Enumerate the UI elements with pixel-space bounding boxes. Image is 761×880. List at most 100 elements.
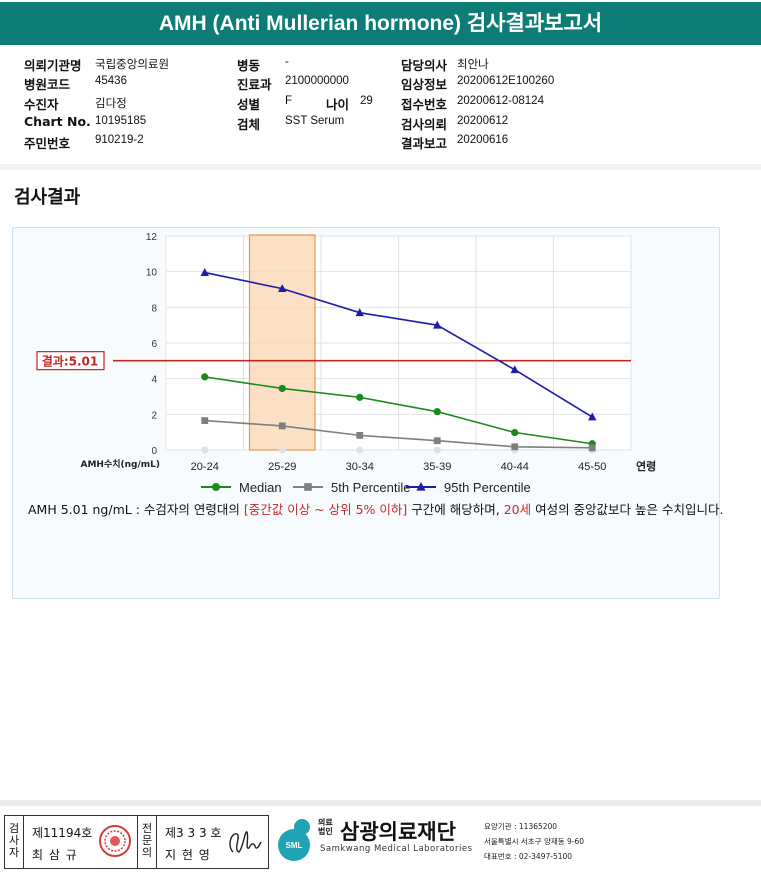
- info-value: SST Serum: [285, 115, 345, 127]
- info-label: 검사의뢰: [401, 117, 448, 132]
- info-label: 진료과: [237, 77, 272, 92]
- data-point: [356, 393, 364, 401]
- info-value: 20200612-08124: [457, 95, 544, 107]
- data-point: [511, 443, 519, 451]
- result-label: 결과:5.01: [42, 354, 99, 369]
- legend-label: 5th Percentile: [331, 480, 411, 495]
- x-tick-label: 25-29: [268, 461, 296, 473]
- info-label: Chart No.: [24, 114, 91, 129]
- org-name-en: Samkwang Medical Laboratories: [320, 844, 473, 854]
- y-tick-label: 10: [146, 268, 158, 279]
- x-tick-label: 35-39: [423, 461, 451, 473]
- result-panel: 0 2 4 6 8 10 12 20-24 25-29 30-34 35-39 40-44 45-50 연…: [12, 227, 720, 599]
- info-value: 910219-2: [95, 134, 144, 146]
- data-point: [355, 308, 364, 317]
- info-value: -: [285, 56, 289, 68]
- y-tick-label: 4: [151, 375, 157, 386]
- patient-info-panel: 의뢰기관명 국립중앙의료원 병원코드 45436 수진자 김다정 Chart No. 1019…: [0, 46, 761, 165]
- info-value: 20200616: [457, 134, 509, 146]
- y-tick-label: 6: [151, 339, 157, 350]
- report-title: AMH (Anti Mullerian hormone) 검사결과보고서: [0, 2, 761, 45]
- result-label-box: [36, 351, 105, 371]
- org-name: 삼광의료재단: [340, 820, 456, 844]
- data-point: [356, 431, 364, 439]
- info-label: 검체: [237, 117, 261, 132]
- data-point: [510, 365, 519, 374]
- x-axis-dot: [433, 446, 441, 454]
- specialist-license: 제3 3 3 호: [165, 826, 222, 840]
- data-point: [201, 373, 209, 381]
- specialist-cell: 제3 3 3 호 지 현 영: [157, 816, 267, 868]
- desc-part2: 구간에 해당하며,: [407, 502, 504, 517]
- x-tick-label: 40-44: [501, 461, 529, 473]
- examiner-license: 제11194호: [32, 826, 93, 840]
- data-point: [433, 437, 441, 445]
- seal-stamp-icon: [99, 825, 131, 857]
- info-value: 20200612: [457, 115, 509, 127]
- info-value: 최안나: [457, 59, 489, 71]
- section-title: 검사결과: [14, 187, 81, 208]
- divider: [0, 164, 761, 170]
- series-line: [204, 419, 593, 449]
- sml-logo-text: SML: [286, 841, 303, 850]
- data-point: [433, 408, 441, 416]
- x-tick-label: 20-24: [191, 461, 219, 473]
- info-label: 결과보고: [401, 136, 448, 151]
- legend-label: 95th Percentile: [444, 480, 531, 495]
- data-point: [278, 422, 286, 430]
- y-tick-label: 0: [151, 446, 157, 457]
- y-tick-label: 2: [151, 410, 157, 421]
- x-axis-suffix: 연령: [636, 459, 656, 473]
- info-value: F: [285, 95, 293, 107]
- info-value: 20200612E100260: [457, 75, 555, 87]
- data-point: [433, 320, 442, 329]
- y-tick-label: 8: [151, 303, 157, 314]
- info-value: 10195185: [95, 115, 147, 127]
- amh-chart: 0 2 4 6 8 10 12 20-24 25-29 30-34 35-39 40-44 45-50 연…: [36, 232, 656, 495]
- data-point: [588, 444, 596, 452]
- specialist-name: 지 현 영: [165, 848, 211, 862]
- org-tag: 의료 법인: [318, 818, 333, 836]
- data-point: [588, 412, 597, 421]
- data-point: [201, 417, 209, 424]
- sml-logo-icon: SML: [278, 819, 310, 861]
- info-label: 병동: [237, 58, 261, 73]
- info-label: 담당의사: [401, 58, 448, 73]
- x-axis-dot: [278, 446, 286, 454]
- data-point: [511, 428, 519, 437]
- info-label: 성별: [237, 97, 261, 112]
- data-point: [278, 384, 286, 393]
- x-tick-label: 45-50: [578, 461, 606, 473]
- desc-part1: AMH 5.01 ng/mL : 수검자의 연령대의: [28, 502, 244, 517]
- examiner-cell: 제11194호 최 삼 규: [24, 816, 138, 868]
- info-label: 의뢰기관명: [24, 58, 82, 73]
- org-contact: 요양기관 : 11365200 서울특별시 서초구 양재동 9-60 대표번호 …: [484, 822, 585, 861]
- signature-icon: [229, 831, 262, 853]
- x-axis-dot: [201, 446, 209, 454]
- desc-part3: 여성의 중앙값보다 높은 수치입니다.: [531, 502, 724, 517]
- info-label: 접수번호: [401, 97, 448, 112]
- info-value: 29: [360, 95, 373, 107]
- info-label: 병원코드: [24, 77, 71, 92]
- info-label: 나이: [326, 97, 350, 112]
- x-tick-label: 30-34: [346, 461, 374, 473]
- examiner-name: 최 삼 규: [32, 848, 78, 862]
- data-point: [200, 268, 209, 276]
- info-value: 국립중앙의료원: [95, 59, 170, 71]
- footer-divider: [0, 800, 761, 806]
- x-axis-dot: [356, 446, 364, 454]
- y-tick-label: 12: [146, 232, 158, 243]
- legend-marker: [416, 482, 426, 491]
- info-label: 임상정보: [401, 77, 448, 92]
- series-line: [204, 376, 593, 445]
- highlight-band: [248, 234, 316, 451]
- info-label: 수진자: [24, 97, 59, 112]
- info-value: 김다정: [95, 98, 127, 110]
- legend-marker: [304, 483, 312, 491]
- legend-marker: [212, 483, 220, 491]
